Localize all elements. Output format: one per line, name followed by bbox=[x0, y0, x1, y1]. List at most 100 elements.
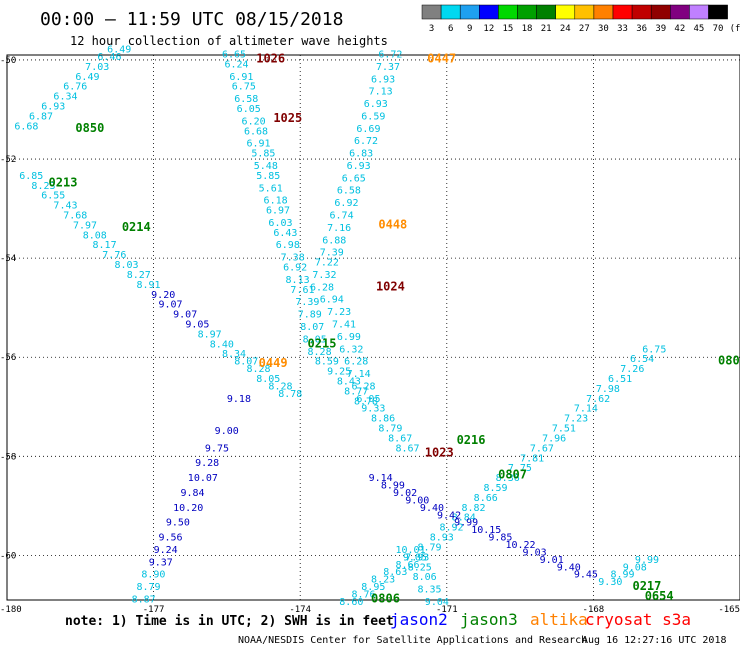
lat-label: -52 bbox=[0, 155, 16, 165]
legend-label: 70 bbox=[713, 24, 724, 34]
wave-height-value: 8.08 bbox=[83, 230, 107, 241]
wave-height-value: 6.93 bbox=[347, 161, 371, 172]
legend-label: 33 bbox=[617, 24, 628, 34]
wave-height-value: 9.33 bbox=[361, 404, 385, 415]
wave-height-value: 8.67 bbox=[388, 433, 412, 444]
legend-swatch bbox=[689, 4, 709, 20]
wave-height-value: 7.68 bbox=[63, 211, 87, 222]
wave-height-value: 6.75 bbox=[642, 344, 666, 355]
wave-height-value: 7.16 bbox=[327, 223, 351, 234]
map-subtitle: 12 hour collection of altimeter wave hei… bbox=[70, 34, 388, 48]
wave-height-value: 6.91 bbox=[229, 72, 253, 83]
wave-height-value: 9.40 bbox=[420, 503, 444, 514]
wave-height-value: 8.99 bbox=[381, 481, 405, 492]
wave-height-value: 7.32 bbox=[312, 270, 336, 281]
wave-height-value: 9.37 bbox=[149, 557, 173, 568]
track-0213-0214: 6.858.236.557.437.687.978.088.177.768.03… bbox=[19, 171, 160, 291]
footer-credit: NOAA/NESDIS Center for Satellite Applica… bbox=[238, 635, 587, 646]
legend-swatch bbox=[421, 4, 442, 20]
wave-height-value: 10.20 bbox=[173, 503, 203, 514]
wave-height-value: 10.22 bbox=[505, 540, 535, 551]
lat-label: -50 bbox=[0, 56, 16, 66]
lat-label: -60 bbox=[0, 551, 16, 561]
wave-height-value: 8.05 bbox=[303, 334, 327, 345]
wave-height-value: 9.05 bbox=[185, 320, 209, 331]
wave-height-value: 6.69 bbox=[356, 124, 380, 135]
wave-height-value: 9.99 bbox=[454, 518, 478, 529]
wave-height-value: 6.18 bbox=[264, 196, 288, 207]
wave-height-value: 8.92 bbox=[439, 523, 463, 534]
wave-height-value: 6.34 bbox=[53, 92, 77, 103]
wave-height-value: 8.27 bbox=[127, 270, 151, 281]
wave-height-value: 6.93 bbox=[371, 74, 395, 85]
wave-height-value: 6.68 bbox=[14, 121, 38, 132]
legend-swatch bbox=[650, 4, 671, 20]
wave-height-value: 6.92 bbox=[334, 198, 358, 209]
legend-swatch bbox=[459, 4, 480, 20]
wave-height-value: 6.93 bbox=[364, 99, 388, 110]
satellite-name: jason3 bbox=[460, 610, 518, 629]
wave-height-value: 5.85 bbox=[256, 171, 280, 182]
wave-height-value: 8.79 bbox=[378, 424, 402, 435]
pass-label: 0216 bbox=[457, 433, 486, 447]
wave-height-value: 6.43 bbox=[273, 228, 297, 239]
wave-height-value: 8.63 bbox=[383, 567, 407, 578]
lon-label: -168 bbox=[583, 605, 605, 615]
wave-height-value: 9.18 bbox=[227, 394, 251, 405]
wave-height-value: 9.02 bbox=[393, 488, 417, 499]
wave-height-value: 10.15 bbox=[471, 525, 501, 536]
track-0215: 8.978.408.348.078.288.058.288.78 bbox=[198, 329, 303, 399]
wave-height-value: 6.83 bbox=[349, 149, 373, 160]
satellite-name: altika bbox=[530, 610, 588, 629]
wave-height-value: 6.74 bbox=[330, 211, 354, 222]
wave-height-value: 8.60 bbox=[339, 597, 363, 608]
wave-height-value: 8.17 bbox=[93, 240, 117, 251]
wave-height-value: 8.93 bbox=[430, 533, 454, 544]
wave-height-value: 8.84 bbox=[452, 513, 476, 524]
wave-height-value: 7.14 bbox=[574, 404, 598, 415]
wave-height-value: 7.81 bbox=[520, 453, 544, 464]
wave-height-value: 9.24 bbox=[154, 545, 178, 556]
wave-height-value: 9.75 bbox=[205, 443, 229, 454]
lat-label: -54 bbox=[0, 254, 16, 264]
wave-height-value: 6.55 bbox=[41, 191, 65, 202]
wave-height-value: 8.59 bbox=[483, 483, 507, 494]
wave-height-value: 9.03 bbox=[523, 547, 547, 558]
lon-label: -165 bbox=[718, 605, 740, 615]
wave-height-value: 6.94 bbox=[320, 295, 344, 306]
legend-swatch bbox=[479, 4, 499, 20]
wave-height-value: 9.05 bbox=[403, 552, 427, 563]
wave-height-value: 8.35 bbox=[417, 585, 441, 596]
wave-height-value: 5.85 bbox=[251, 149, 275, 160]
wave-height-value: 10.07 bbox=[188, 473, 218, 484]
wave-height-value: 6.54 bbox=[630, 354, 654, 365]
legend-label: 24 bbox=[560, 24, 571, 34]
legend-label: 27 bbox=[579, 24, 590, 34]
legend-swatch bbox=[536, 4, 556, 20]
wave-height-value: 9.99 bbox=[635, 555, 659, 566]
wave-height-value: 7.03 bbox=[85, 62, 109, 73]
pass-labels: 0850 1026 0447 1025 0213 0214 0448 1024 0215 0449… bbox=[49, 51, 740, 605]
legend-swatch bbox=[593, 4, 614, 20]
wave-height-value: 6.32 bbox=[339, 344, 363, 355]
wave-height-value: 7.93 bbox=[405, 552, 429, 563]
lon-label: -180 bbox=[0, 605, 22, 615]
axis-labels: -50 -52 -54 -56 -58 -60 -180 -177 -174 -171 -168 -1… bbox=[0, 56, 740, 615]
pass-label: 1023 bbox=[425, 445, 454, 459]
wave-height-value: 7.97 bbox=[73, 220, 97, 231]
track-0806: 8.608.768.958.238.638.667.938.798.938.92… bbox=[339, 344, 666, 608]
wave-height-value: 8.25 bbox=[408, 562, 432, 573]
wave-height-value: 8.36 bbox=[496, 473, 520, 484]
wave-height-value: 6.75 bbox=[232, 82, 256, 93]
wave-height-value: 7.43 bbox=[53, 201, 77, 212]
wave-height-value: 8.99 bbox=[611, 570, 635, 581]
wave-height-value: 9.85 bbox=[488, 533, 512, 544]
wave-height-value: 8.97 bbox=[198, 329, 222, 340]
legend-swatch bbox=[498, 4, 518, 20]
altimeter-tracks: 6.686.876.936.346.766.497.036.466.49 6.65… bbox=[14, 45, 666, 608]
wave-height-value: 7.51 bbox=[552, 424, 576, 435]
wave-height-value: 7.62 bbox=[586, 394, 610, 405]
wave-height-value: 6.97 bbox=[266, 206, 290, 217]
wave-height-value: 8.77 bbox=[344, 386, 368, 397]
wave-height-value: 7.89 bbox=[298, 310, 322, 321]
